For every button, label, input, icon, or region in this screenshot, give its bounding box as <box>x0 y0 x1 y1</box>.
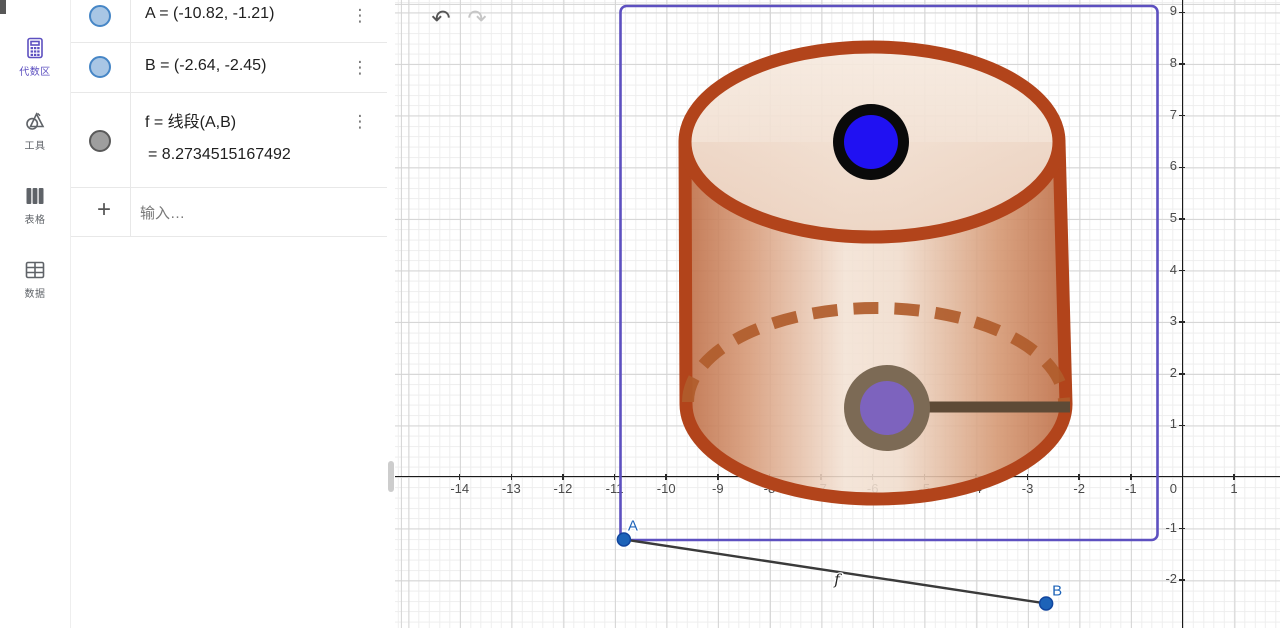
y-tickmark <box>1179 321 1185 323</box>
visibility-marble-A[interactable] <box>89 5 111 27</box>
y-axis <box>1181 0 1184 628</box>
divider <box>130 188 131 236</box>
algebra-input[interactable]: 输入… <box>140 205 186 222</box>
y-tick-label: 4 <box>1169 261 1177 277</box>
segment-f[interactable] <box>623 538 1047 605</box>
x-tickmark <box>1233 473 1235 480</box>
expression-A: A = (-10.82, -1.21) <box>145 5 275 22</box>
redo-button[interactable]: ↷ <box>461 4 493 32</box>
sidebar-item-label: 数据 <box>24 289 46 300</box>
point-A[interactable] <box>616 532 632 547</box>
x-tick-label: -10 <box>656 481 676 496</box>
bottom-center-point[interactable] <box>860 381 914 435</box>
y-tick-label: 2 <box>1169 364 1177 380</box>
y-tickmark <box>1179 579 1185 581</box>
point-A-label: A <box>628 517 638 534</box>
divider <box>130 93 131 187</box>
algebra-row-B[interactable]: B = (-2.64, -2.45) ⋮ <box>70 43 387 93</box>
y-tickmark <box>1179 166 1185 169</box>
y-tick-label: 8 <box>1169 55 1177 71</box>
sidebar-item-data[interactable]: 数据 <box>0 258 70 300</box>
x-tickmark <box>1026 473 1029 480</box>
algebra-input-row[interactable]: + 输入… <box>70 188 387 237</box>
y-tickmark <box>1179 424 1185 427</box>
y-tickmark <box>1179 527 1185 530</box>
expression-B: B = (-2.64, -2.45) <box>145 57 267 74</box>
sidebar-item-tools[interactable]: 工具 <box>0 110 70 152</box>
x-tickmark <box>665 473 667 480</box>
sidebar: 代数区 工具 表格 数据 <box>0 0 71 628</box>
x-tickmark <box>1130 473 1132 480</box>
x-tick-label: -11 <box>605 481 624 496</box>
sidebar-item-table[interactable]: 表格 <box>0 184 70 226</box>
divider <box>130 43 131 92</box>
y-tick-label: 7 <box>1169 106 1177 122</box>
top-center-point[interactable] <box>844 115 898 169</box>
row-menu-button[interactable]: ⋮ <box>351 6 369 25</box>
x-tick-label: -14 <box>450 481 470 496</box>
selection-rectangle[interactable] <box>619 4 1159 542</box>
y-tick-label: -2 <box>1165 571 1177 587</box>
divider <box>130 0 131 42</box>
x-tick-label: -9 <box>712 481 724 496</box>
algebra-row-A[interactable]: A = (-10.82, -1.21) ⋮ <box>70 0 387 43</box>
calculator-icon <box>0 36 70 60</box>
x-tickmark <box>1078 473 1080 480</box>
visibility-marble-B[interactable] <box>89 56 111 78</box>
x-tick-label: -12 <box>553 481 573 496</box>
sidebar-item-label: 代数区 <box>19 67 51 78</box>
sidebar-item-algebra[interactable]: 代数区 <box>0 36 70 78</box>
y-tick-label: 9 <box>1169 3 1177 19</box>
menu-fragment <box>0 0 6 14</box>
panel-scrollbar-thumb[interactable] <box>388 461 394 492</box>
y-tick-label: -1 <box>1165 519 1177 535</box>
tools-icon <box>0 110 70 134</box>
x-tickmark <box>458 473 461 480</box>
x-tick-label: -13 <box>501 481 521 496</box>
point-B-label: B <box>1052 582 1062 599</box>
expression-f: f = 线段(A,B) <box>145 114 237 131</box>
x-tickmark <box>717 473 719 480</box>
graphics-view[interactable]: -14-13-12-11-10-9-8-7-6-5-4-3-2-11987654… <box>395 0 1280 628</box>
origin-label: 0 <box>1169 481 1177 496</box>
spreadsheet-icon <box>0 184 70 208</box>
y-tick-label: 5 <box>1169 209 1177 225</box>
row-menu-button[interactable]: ⋮ <box>351 112 369 131</box>
visibility-marble-f[interactable] <box>89 130 111 152</box>
x-tick-label: 1 <box>1230 481 1238 496</box>
undo-button[interactable]: ↶ <box>425 4 457 32</box>
y-tickmark <box>1179 63 1185 65</box>
point-B[interactable] <box>1038 596 1054 611</box>
sidebar-item-label: 工具 <box>24 141 46 152</box>
add-expression-icon[interactable]: + <box>97 196 112 223</box>
y-tickmark <box>1179 218 1185 220</box>
algebra-row-f[interactable]: f = 线段(A,B) = 8.2734515167492 ⋮ <box>70 93 387 188</box>
y-tick-label: 6 <box>1169 158 1177 174</box>
y-tickmark <box>1179 114 1185 117</box>
y-tick-label: 3 <box>1169 313 1177 329</box>
expression-f-value: = 8.2734515167492 <box>148 146 291 163</box>
x-tickmark <box>562 473 564 480</box>
x-tickmark <box>510 473 513 480</box>
y-tick-label: 1 <box>1169 416 1177 432</box>
x-tick-label: -1 <box>1124 481 1137 496</box>
data-icon <box>0 258 70 282</box>
cylinder-hidden-edge-dashed <box>682 302 1070 403</box>
x-tick-label: -3 <box>1021 481 1034 496</box>
x-tickmark <box>613 473 616 480</box>
y-tickmark <box>1179 373 1185 375</box>
y-tickmark <box>1179 269 1185 272</box>
segment-f-label: f <box>833 570 842 588</box>
row-menu-button[interactable]: ⋮ <box>351 58 369 77</box>
sidebar-item-label: 表格 <box>24 215 46 226</box>
y-tickmark <box>1179 11 1185 14</box>
algebra-panel: A = (-10.82, -1.21) ⋮ B = (-2.64, -2.45)… <box>70 0 395 628</box>
x-tick-label: -2 <box>1073 481 1085 496</box>
cylinder-drawing[interactable] <box>678 40 1073 506</box>
